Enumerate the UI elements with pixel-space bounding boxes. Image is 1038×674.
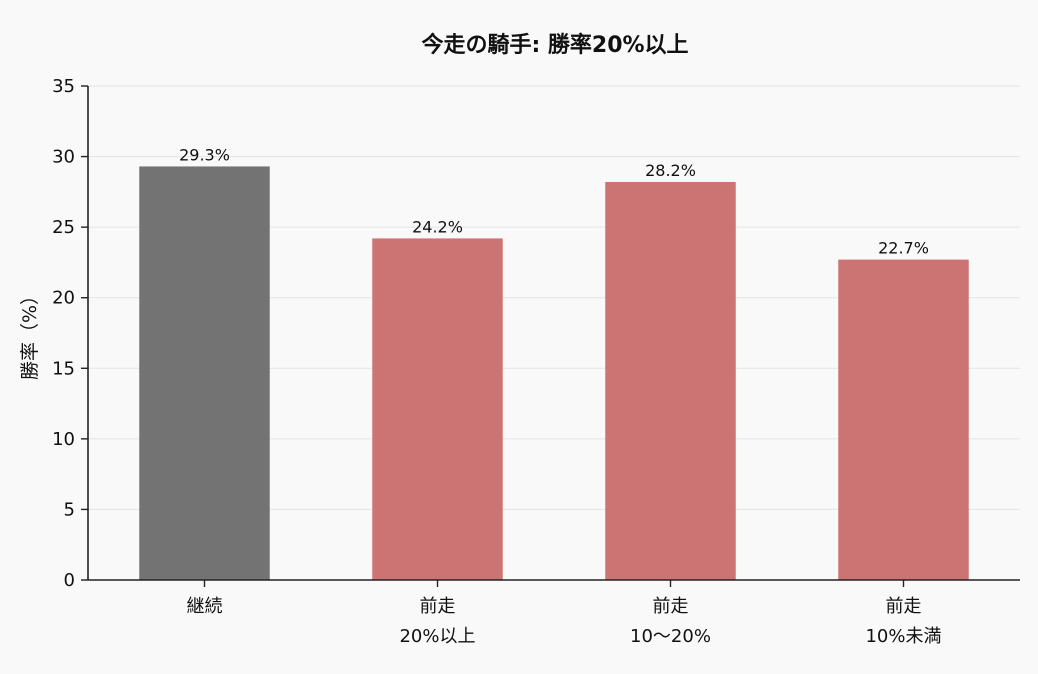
x-tick-label-line: 10〜20% [630,626,711,647]
bar [605,181,736,580]
data-label: 29.3% [179,145,230,164]
bars [139,166,969,581]
x-tick-label: 前走 10〜20% [630,596,711,647]
data-label: 22.7% [878,239,929,258]
y-tick-label: 0 [64,570,75,591]
bar [838,259,969,580]
x-tick-label-line: 前走 [420,596,456,617]
chart-title: 今走の騎手: 勝率20%以上 [421,32,688,58]
x-tick-label: 継続 [187,596,223,617]
x-tick-label-line: 前走 [886,596,922,617]
y-tick-label: 20 [52,288,75,309]
y-tick-label: 5 [64,499,75,520]
y-tick-label: 35 [52,76,75,97]
x-tick-label: 前走 20%以上 [399,596,475,647]
x-tick-label-line: 20%以上 [399,626,475,647]
data-label: 28.2% [645,161,696,180]
data-labels: 29.3% 24.2% 28.2% 22.7% [179,145,929,257]
x-tick-label-line: 10%未満 [865,626,941,647]
axes [87,86,1020,581]
data-label: 24.2% [412,217,463,236]
y-tick-label: 25 [52,217,75,238]
bar [372,238,503,581]
x-tick-label-line: 継続 [187,596,223,617]
x-tick-label-line: 前走 [653,596,689,617]
bar [139,166,270,581]
y-tick-label: 15 [52,358,75,379]
y-ticks: 0 5 10 15 20 25 30 35 [52,76,88,591]
y-axis-label: 勝率（%） [19,286,41,380]
x-tick-label: 前走 10%未満 [865,596,941,647]
x-ticks: 継続 前走 20%以上 前走 10〜20% 前走 10%未満 [187,580,942,647]
y-tick-label: 30 [52,147,75,168]
y-tick-label: 10 [52,429,75,450]
